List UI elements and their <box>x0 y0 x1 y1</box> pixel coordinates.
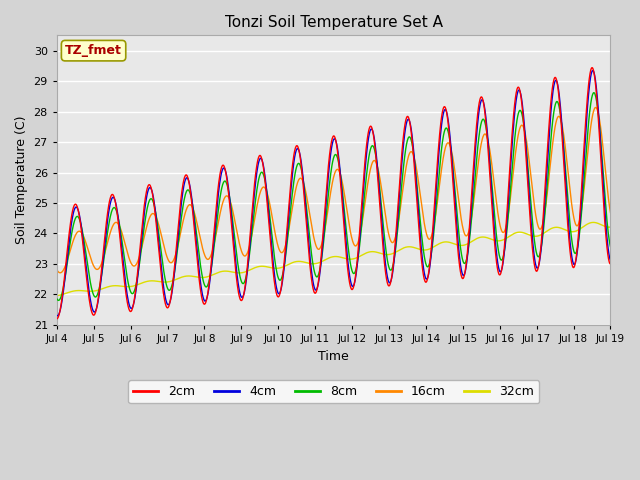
Y-axis label: Soil Temperature (C): Soil Temperature (C) <box>15 116 28 244</box>
16cm <box>163 254 171 260</box>
Text: TZ_fmet: TZ_fmet <box>65 44 122 57</box>
2cm <box>607 261 614 267</box>
4cm <box>163 300 171 306</box>
Line: 4cm: 4cm <box>57 71 611 316</box>
Legend: 2cm, 4cm, 8cm, 16cm, 32cm: 2cm, 4cm, 8cm, 16cm, 32cm <box>128 380 539 403</box>
4cm <box>492 247 500 253</box>
32cm <box>492 238 500 243</box>
8cm <box>163 284 171 289</box>
16cm <box>492 198 500 204</box>
8cm <box>590 90 598 96</box>
32cm <box>163 279 170 285</box>
4cm <box>53 312 61 318</box>
4cm <box>54 313 61 319</box>
16cm <box>607 210 614 216</box>
32cm <box>238 270 246 276</box>
8cm <box>541 210 549 216</box>
4cm <box>607 257 614 263</box>
4cm <box>589 68 596 73</box>
16cm <box>239 250 246 256</box>
2cm <box>53 316 61 322</box>
Line: 8cm: 8cm <box>57 93 611 300</box>
8cm <box>420 251 428 256</box>
Line: 2cm: 2cm <box>57 68 611 319</box>
2cm <box>238 297 246 303</box>
16cm <box>592 105 600 110</box>
32cm <box>53 293 61 299</box>
32cm <box>607 224 614 230</box>
2cm <box>588 65 596 71</box>
8cm <box>53 296 61 301</box>
4cm <box>541 196 549 202</box>
16cm <box>177 231 184 237</box>
2cm <box>163 304 170 310</box>
2cm <box>176 205 184 211</box>
32cm <box>176 275 184 281</box>
8cm <box>492 230 500 236</box>
32cm <box>541 230 548 236</box>
2cm <box>541 192 548 197</box>
4cm <box>239 294 246 300</box>
16cm <box>56 270 64 276</box>
Line: 16cm: 16cm <box>57 108 611 273</box>
Title: Tonzi Soil Temperature Set A: Tonzi Soil Temperature Set A <box>225 15 443 30</box>
8cm <box>177 223 184 229</box>
32cm <box>420 247 428 253</box>
8cm <box>239 280 246 286</box>
32cm <box>589 219 597 225</box>
2cm <box>420 272 428 278</box>
4cm <box>420 268 428 274</box>
8cm <box>607 244 614 250</box>
2cm <box>492 253 500 259</box>
16cm <box>420 218 428 224</box>
16cm <box>541 208 549 214</box>
4cm <box>177 210 184 216</box>
16cm <box>53 267 61 273</box>
8cm <box>54 298 62 303</box>
Line: 32cm: 32cm <box>57 222 611 296</box>
X-axis label: Time: Time <box>318 349 349 362</box>
